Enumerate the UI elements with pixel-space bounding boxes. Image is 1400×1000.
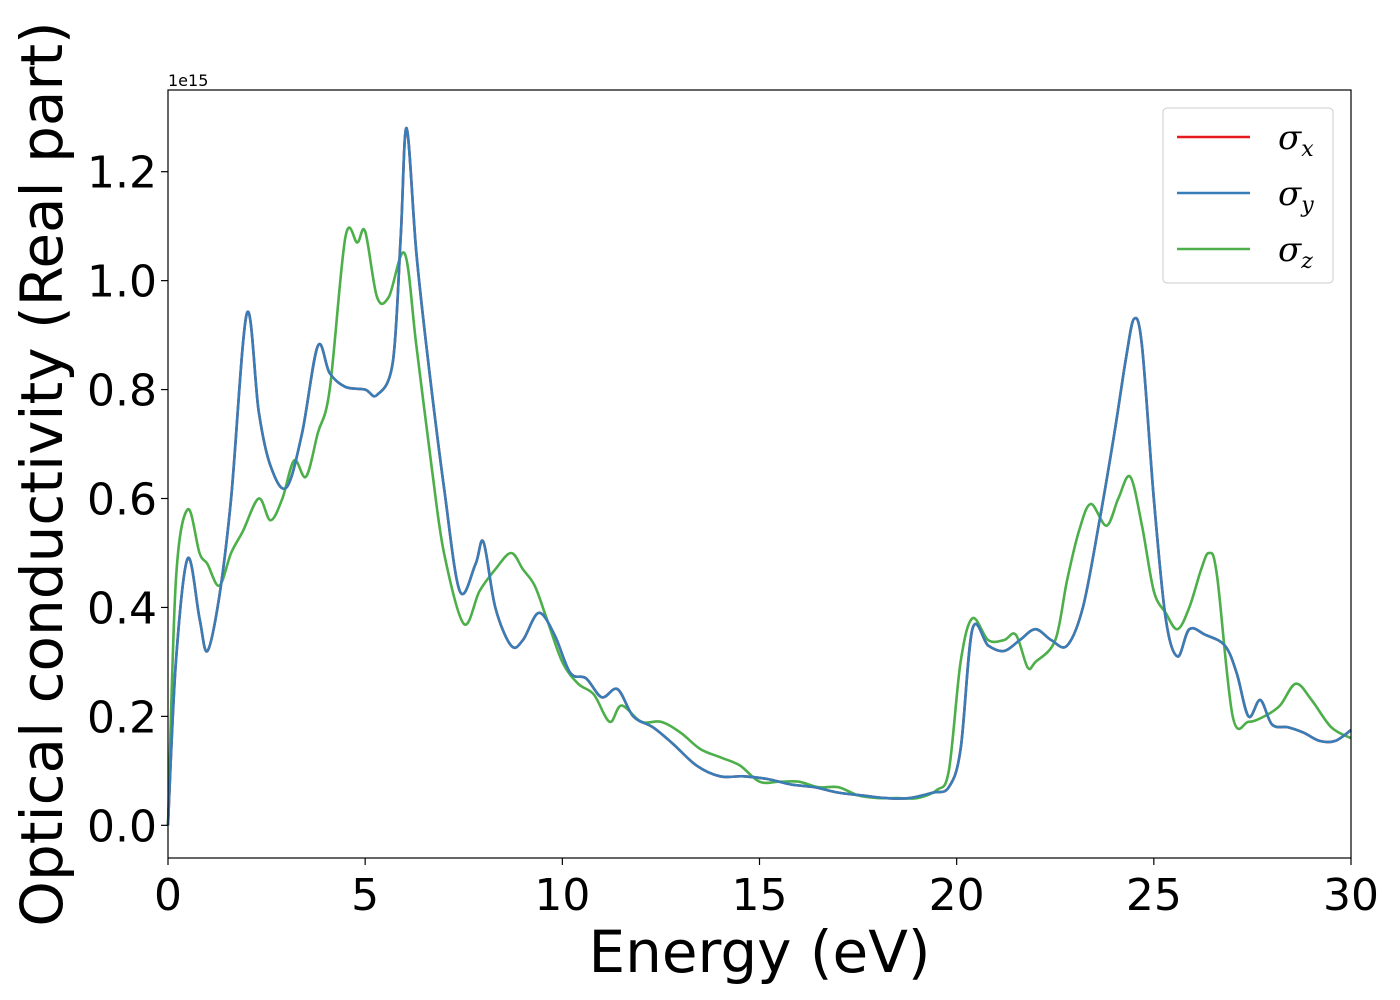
x-tick-label: 20	[929, 870, 985, 921]
x-tick-label: 5	[351, 870, 379, 921]
legend-label-x: σx	[1278, 118, 1314, 162]
series-line-z	[166, 226, 1352, 826]
y-axis: 0.0 0.2 0.4 0.6 0.8 1.0 1.2	[87, 148, 168, 852]
legend-label-z: σz	[1278, 230, 1313, 274]
x-tick-label: 25	[1126, 870, 1182, 921]
y-tick-label: 0.6	[87, 475, 157, 526]
x-tick-label: 15	[732, 870, 788, 921]
legend-label-y: σy	[1278, 174, 1314, 218]
y-tick-label: 0.0	[87, 801, 157, 852]
x-tick-label: 30	[1323, 870, 1379, 921]
y-tick-label: 0.8	[87, 366, 157, 417]
x-tick-label: 0	[154, 870, 182, 921]
y-axis-title: Optical conductivity (Real part)	[8, 21, 76, 926]
legend-box	[1162, 107, 1334, 284]
series-line-y	[166, 126, 1352, 826]
series-layer	[166, 126, 1352, 826]
x-tick-label: 10	[534, 870, 590, 921]
legend: σx σy σz	[1162, 107, 1334, 284]
x-axis-title: Energy (eV)	[588, 918, 930, 986]
y-offset-text: 1e15	[168, 71, 208, 90]
x-axis: 0 5 10 15 20 25 30	[154, 858, 1379, 921]
y-tick-label: 1.0	[87, 257, 157, 308]
y-tick-label: 0.2	[87, 692, 157, 743]
plot-background	[168, 90, 1351, 858]
y-tick-label: 0.4	[87, 583, 157, 634]
y-tick-label: 1.2	[87, 148, 157, 199]
